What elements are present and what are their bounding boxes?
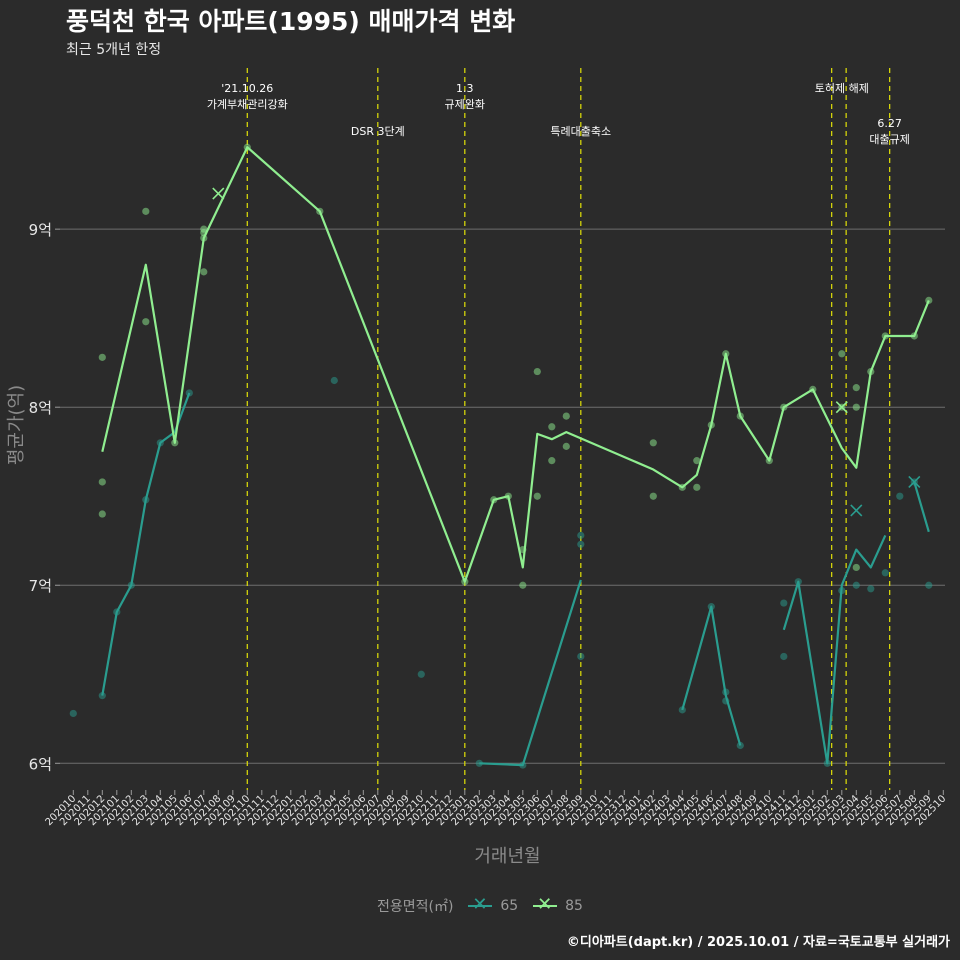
- scatter-point-85: [852, 563, 860, 572]
- y-tick-label: 9억: [29, 221, 52, 239]
- legend-key-85: ✕: [532, 894, 557, 915]
- scatter-point-65: [98, 692, 106, 700]
- scatter-point-65: [330, 376, 338, 385]
- scatter-point-85: [838, 350, 846, 358]
- scatter-point-65: [577, 540, 585, 548]
- series-line-65: [782, 534, 887, 765]
- chart-title: 풍덕천 한국 아파트(1995) 매매가격 변화: [66, 7, 516, 36]
- x-axis-title: 거래년월: [474, 846, 540, 867]
- series-line-65: [479, 579, 582, 767]
- scatter-point-65: [896, 492, 904, 500]
- x-marker-65: [850, 504, 863, 517]
- scatter-point-85: [533, 367, 541, 376]
- scatter-point-85: [693, 457, 701, 465]
- scatter-point-65: [475, 759, 483, 767]
- source-caption: ©디아파트(dapt.kr) / 2025.10.01 / 자료=국토교통부 실…: [566, 935, 950, 950]
- scatter-point-85: [98, 510, 106, 518]
- scatter-point-85: [533, 492, 541, 500]
- scatter-point-85: [852, 403, 860, 411]
- scatter-point-65: [881, 569, 889, 577]
- scatter-point-65: [577, 531, 585, 539]
- event-label: 1.3 규제완화: [445, 82, 485, 111]
- y-tick-label: 8억: [29, 399, 52, 417]
- series-line-85: [101, 146, 930, 583]
- y-axis-title: 평균가(억): [6, 385, 27, 465]
- chart-subtitle: 최근 5개년 한정: [66, 42, 162, 58]
- event-label: '21.10.26 가계부채관리강화: [207, 82, 288, 111]
- legend-title: 전용면적(㎡): [377, 899, 454, 915]
- y-tick-label: 6억: [29, 755, 52, 773]
- scatter-point-85: [852, 384, 860, 392]
- scatter-point-65: [577, 652, 585, 661]
- legend-label-65: 65: [500, 898, 519, 914]
- scatter-point-85: [562, 412, 570, 420]
- series-line-65: [681, 605, 742, 746]
- scatter-point-65: [780, 599, 788, 607]
- scatter-point-65: [867, 585, 875, 593]
- legend-label-85: 85: [565, 898, 583, 914]
- scatter-point-65: [852, 581, 860, 589]
- scatter-point-65: [69, 709, 77, 718]
- series-line-65: [101, 392, 191, 696]
- scatter-point-85: [98, 478, 106, 486]
- x-marker-85: [212, 187, 225, 200]
- scatter-point-65: [780, 652, 788, 661]
- scatter-point-85: [142, 207, 150, 215]
- scatter-point-85: [649, 492, 657, 500]
- scatter-point-85: [548, 457, 556, 465]
- event-label: 특례대출축소: [550, 125, 611, 138]
- scatter-point-85: [200, 268, 208, 276]
- scatter-point-85: [548, 423, 556, 431]
- scatter-point-65: [417, 670, 425, 678]
- legend-key-65: ✕: [467, 894, 492, 915]
- scatter-point-85: [649, 439, 657, 447]
- scatter-point-65: [925, 581, 933, 589]
- y-tick-label: 7억: [29, 577, 52, 595]
- x-marker-85: [835, 401, 848, 414]
- x-marker-65: [908, 475, 921, 489]
- scatter-point-85: [562, 442, 570, 450]
- scatter-point-85: [693, 483, 701, 491]
- scatter-point-85: [142, 318, 150, 326]
- scatter-point-85: [98, 353, 106, 361]
- event-label: 6.27 대출규제: [869, 117, 909, 146]
- legend: 전용면적(㎡) ✕ 65 ✕ 85: [0, 894, 960, 916]
- scatter-point-85: [519, 581, 527, 589]
- event-label: DSR 3단계: [351, 125, 405, 138]
- series-line-65: [913, 481, 930, 533]
- event-label: 토허제 해제: [815, 81, 869, 95]
